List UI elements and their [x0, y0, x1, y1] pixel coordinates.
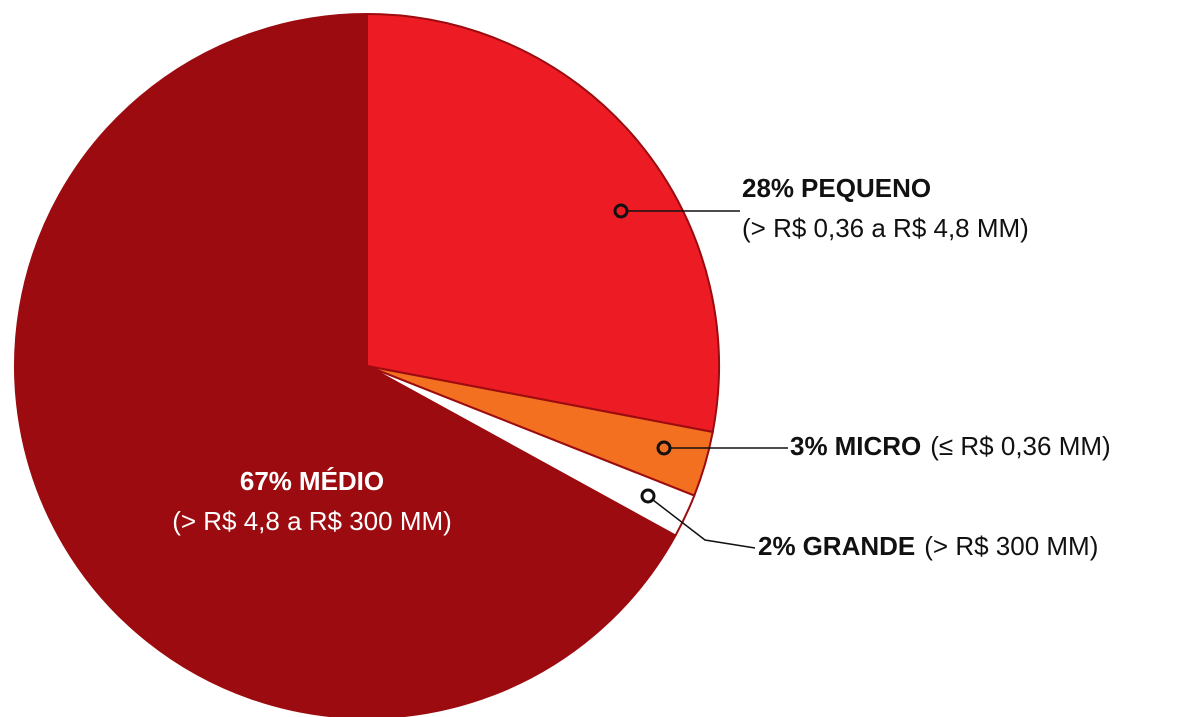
slice-range: (> R$ 300 MM): [924, 531, 1098, 561]
slice-category: MICRO: [835, 431, 922, 461]
slice-value-label: 2%: [758, 531, 796, 561]
leader-dot: [640, 488, 656, 504]
leader-dot: [656, 440, 672, 456]
slice-range: (> R$ 0,36 a R$ 4,8 MM): [742, 213, 1029, 243]
pie-slice: [366, 12, 720, 434]
slice-category: GRANDE: [803, 531, 916, 561]
slice-label: 67% MÉDIO: [240, 466, 384, 496]
slice-value-label: 28%: [742, 173, 794, 203]
slice-label: 28% PEQUENO: [742, 173, 931, 203]
leader-dot: [613, 203, 629, 219]
slice-range: (≤ R$ 0,36 MM): [930, 431, 1110, 461]
slice-value-label: 67%: [240, 466, 292, 496]
pie-slice: [14, 12, 677, 717]
slice-label: 2% GRANDE (> R$ 300 MM): [758, 531, 1098, 561]
slice-range: (> R$ 4,8 a R$ 300 MM): [172, 506, 452, 536]
leader-line: [652, 499, 756, 549]
slice-label: 3% MICRO (≤ R$ 0,36 MM): [790, 431, 1111, 461]
slice-category: MÉDIO: [299, 466, 384, 496]
slice-value-label: 3%: [790, 431, 828, 461]
slice-category: PEQUENO: [801, 173, 931, 203]
